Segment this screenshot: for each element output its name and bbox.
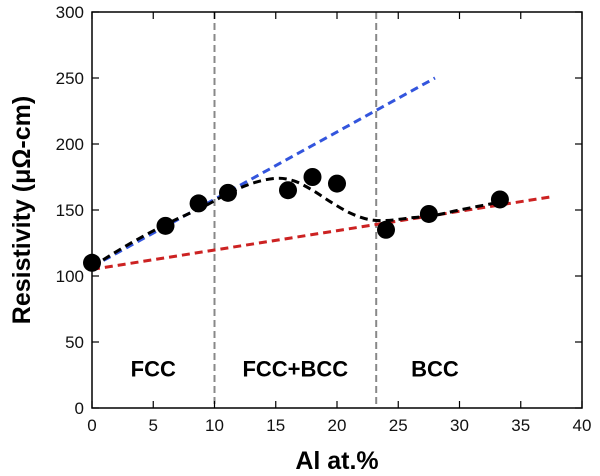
x-tick-label: 35 <box>511 416 530 435</box>
region-label-bcc: BCC <box>411 356 459 381</box>
y-tick-label: 0 <box>75 399 84 418</box>
black-fit-curve <box>91 176 501 269</box>
region-label-fcc: FCC <box>131 356 176 381</box>
y-axis-title: Resistivity (μΩ-cm) <box>8 96 36 324</box>
data-point <box>328 174 346 193</box>
data-point <box>490 190 509 209</box>
plot-frame <box>91 11 583 409</box>
y-tick-label: 50 <box>65 333 84 352</box>
x-tick-label: 5 <box>149 416 158 435</box>
blue-trend-line <box>91 76 436 269</box>
y-tick-label: 300 <box>56 3 84 22</box>
y-tick-label: 150 <box>56 201 84 220</box>
x-tick-label: 20 <box>328 416 347 435</box>
y-tick-label: 250 <box>56 69 84 88</box>
y-tick-label: 200 <box>56 135 84 154</box>
x-axis-title: Al at.% <box>295 447 378 475</box>
data-point <box>156 216 175 235</box>
x-tick-label: 40 <box>573 416 592 435</box>
x-tick-label: 30 <box>450 416 469 435</box>
data-point <box>377 220 395 239</box>
data-point <box>303 168 322 186</box>
y-tick-label: 100 <box>56 267 84 286</box>
data-point <box>189 194 208 213</box>
region-label-fcc-plus-bcc: FCC+BCC <box>242 356 348 381</box>
x-tick-label: 0 <box>87 416 96 435</box>
data-point <box>218 183 237 202</box>
x-tick-label: 10 <box>205 416 224 435</box>
x-tick-label: 25 <box>389 416 408 435</box>
data-point <box>279 181 297 200</box>
x-tick-label: 15 <box>266 416 285 435</box>
data-point <box>419 204 438 223</box>
